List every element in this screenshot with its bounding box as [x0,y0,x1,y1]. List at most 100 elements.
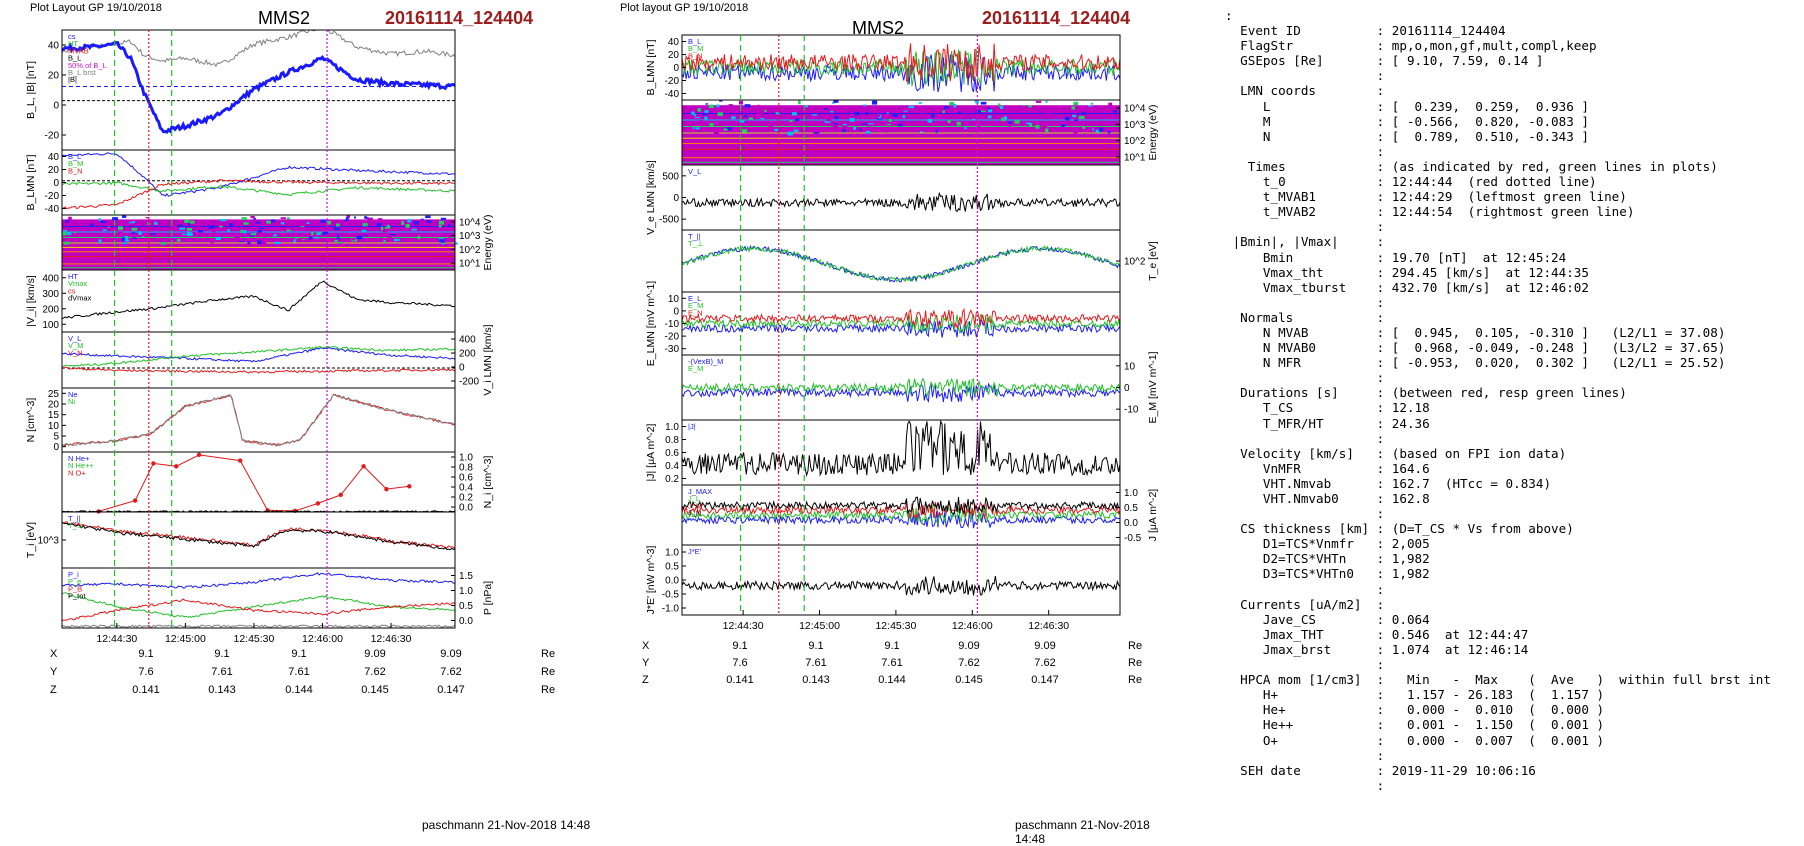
right-spectrogram-speckle [719,100,723,102]
left-spectrogram-speckle [257,232,263,237]
left-spectrogram-speckle [383,240,386,244]
right-y-tick-label: 40 [668,37,680,48]
right-spectrogram-speckle [956,113,962,117]
right-spectrogram-speckle [1045,100,1048,103]
right-y-tick-label: 0.4 [665,461,679,472]
right-spectrogram-speckle [744,104,751,108]
right-legend-entry: E_L [688,294,701,303]
right-spectrogram-speckle [987,115,992,119]
right-spectrogram-speckle [1113,110,1117,113]
left-spectrogram-speckle [387,225,391,229]
left-spectrogram-speckle [346,215,350,219]
right-spectrogram-speckle [908,105,915,109]
right-legend-entry: E_M [688,364,703,373]
right-spectrogram-speckle [871,100,878,105]
summary-line: Event ID : 20161114_124404 [1225,23,1506,39]
right-spectrogram-speckle [977,124,981,129]
left-series-point [132,498,138,503]
left-legend-entry: T_⊥ [68,521,84,530]
right-y-tick-label: 0 [673,63,679,74]
left-spectrogram-speckle [288,232,294,235]
right-spectrogram-speckle [704,116,708,121]
right-spectrogram-speckle [888,118,892,123]
left-series-line [61,345,456,368]
summary-line: : [1225,8,1233,23]
right-spectrogram-speckle [1004,116,1008,120]
left-coord-x-1: 9.1 [138,648,154,660]
right-spectrogram-speckle [1045,128,1049,133]
right-y-axis-label: E_LMN [mV m^-1] [645,281,657,367]
left-y-tick-label: 0 [459,363,465,374]
left-y-tick-label: 10 [48,421,60,432]
right-y-tick-label: 0 [673,193,679,204]
left-spectrogram-speckle [311,231,314,236]
right-spectrogram-speckle [849,117,855,122]
left-spectrogram-speckle [63,230,68,232]
left-legend-entry: P_tot [68,592,86,601]
left-spectrogram-speckle [66,232,72,236]
left-spectrogram-speckle [107,226,110,228]
right-series-line [681,245,1121,283]
summary-line: t_MVAB2 : 12:44:54 (rightmost green line… [1225,204,1635,220]
left-spectrogram-band [62,267,455,269]
right-spectrogram-speckle [1078,115,1085,119]
right-spectrogram-speckle [1001,117,1006,122]
left-y-tick-label: 40 [48,152,60,163]
right-spectrogram-speckle [872,107,876,112]
left-spectrogram-speckle [273,234,278,237]
right-spectrogram-speckle [1099,128,1102,132]
right-spectrogram-speckle [949,101,954,106]
left-series-line [61,624,456,629]
right-time-tick-label: 12:44:30 [723,620,764,632]
left-spectrogram-speckle [240,229,244,233]
right-legend-entry: J_N [688,509,701,518]
summary-line: : [1225,747,1385,763]
right-spectrogram-speckle [854,111,860,116]
left-spectrogram-speckle [220,219,227,222]
right-legend-entry: B_N [688,51,703,60]
right-spectrogram-speckle [826,118,832,121]
left-series-line [61,280,456,320]
summary-line: Bmin : 19.70 [nT] at 12:45:24 [1225,249,1567,265]
left-spectrogram-speckle [333,227,340,230]
left-spectrogram-speckle [138,231,142,235]
right-spectrogram-speckle [902,115,906,119]
left-coord-y-4: 7.62 [364,666,386,678]
left-spectrogram-speckle [65,220,69,223]
right-spectrogram-speckle [841,106,845,108]
left-time-tick-label: 12:46:30 [371,633,412,645]
right-spectrogram-band [682,132,1120,134]
left-series-line [61,181,456,196]
right-spectrogram-speckle [744,114,748,118]
left-y-tick-label: 200 [42,304,59,315]
left-spectrogram-speckle [89,223,94,226]
right-y-tick-label: 10^2 [1124,136,1146,147]
right-spectrogram-speckle [1029,123,1033,127]
right-spectrogram-speckle [997,103,1001,107]
summary-line: Durations [s] : (between red, resp green… [1225,385,1627,401]
left-spectrogram-speckle [362,223,368,227]
right-spectrogram-band [682,148,1120,150]
right-y-tick-label: -0.5 [1124,533,1142,544]
right-spectrogram-speckle [867,124,871,127]
left-spectrogram-speckle [441,241,445,245]
right-legend-entry: |J| [688,422,696,431]
right-plot-layout-label: Plot layout GP 19/10/2018 [620,2,749,14]
right-spectrogram-speckle [918,102,922,104]
right-spectrogram-speckle [892,114,899,117]
left-y-tick-label: 0.0 [459,503,473,514]
right-spectrogram-band [682,142,1120,144]
left-spectrogram-speckle [302,239,305,241]
event-summary-text-panel: : Event ID : 20161114_124404 FlagStr : m… [1225,8,1800,793]
left-coord-y-5: 7.62 [440,666,462,678]
summary-line: Normals : [1225,309,1385,325]
left-spectrogram-speckle [293,239,296,243]
left-spectrogram-speckle [118,226,123,231]
right-spectrogram-speckle [832,102,835,104]
right-spectrogram-speckle [789,119,793,122]
summary-line: VHT.Nmvab0 : 162.8 [1225,491,1430,506]
left-legend-entry: cs [68,32,76,41]
right-spectrogram-speckle [764,109,767,112]
right-spectrogram-speckle [938,107,945,110]
right-spectrogram-speckle [876,114,881,117]
